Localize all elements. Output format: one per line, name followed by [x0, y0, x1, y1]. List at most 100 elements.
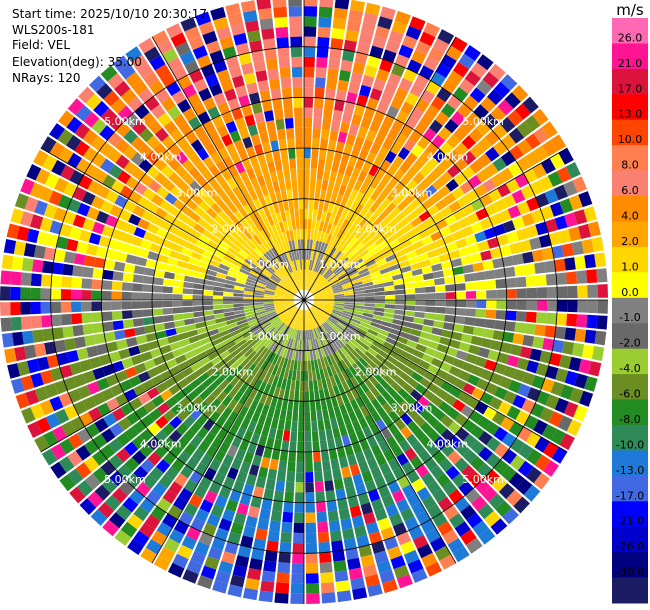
range-gate-cell: [291, 329, 297, 340]
range-gate-cell: [432, 178, 445, 191]
range-gate-cell: [365, 151, 377, 165]
range-gate-cell: [319, 138, 329, 150]
range-gate-cell: [301, 279, 304, 290]
range-gate-cell: [398, 217, 410, 228]
range-gate-cell: [333, 374, 342, 385]
range-gate-cell: [123, 161, 138, 175]
range-gate-cell: [111, 310, 123, 321]
range-gate-cell: [282, 277, 291, 286]
range-gate-cell: [502, 220, 516, 233]
range-gate-cell: [554, 215, 568, 230]
range-gate-cell: [545, 273, 557, 286]
range-gate-cell: [220, 78, 234, 92]
range-gate-cell: [395, 376, 407, 388]
range-gate-cell: [324, 159, 333, 171]
range-gate-cell: [219, 441, 231, 454]
range-gate-cell: [350, 200, 359, 212]
range-gate-cell: [282, 430, 291, 442]
range-gate-cell: [243, 203, 253, 215]
range-gate-cell: [322, 243, 329, 254]
range-gate-cell: [135, 256, 148, 267]
range-gate-cell: [282, 347, 289, 358]
range-gate-cell: [170, 32, 187, 48]
range-gate-cell: [426, 415, 440, 428]
range-gate-cell: [268, 237, 276, 248]
range-gate-cell: [403, 276, 414, 284]
range-gate-cell: [241, 345, 252, 355]
range-gate-cell: [191, 395, 204, 408]
range-gate-cell: [188, 35, 205, 51]
range-gate-cell: [289, 26, 303, 37]
range-gate-cell: [184, 402, 197, 415]
range-gate-cell: [335, 141, 345, 153]
range-gate-cell: [445, 307, 456, 315]
range-gate-cell: [465, 308, 476, 317]
range-gate-cell: [309, 188, 315, 200]
range-gate-cell: [324, 345, 332, 356]
range-gate-cell: [291, 66, 303, 78]
range-gate-cell: [495, 310, 507, 320]
range-gate-cell: [188, 335, 200, 344]
range-gate-cell: [121, 357, 134, 369]
range-gate-cell: [461, 225, 474, 238]
range-gate-cell: [284, 295, 295, 299]
range-gate-cell: [126, 411, 140, 426]
range-gate-cell: [67, 98, 85, 116]
range-gate-cell: [359, 182, 369, 195]
range-gate-cell: [190, 139, 204, 153]
range-gate-cell: [266, 311, 277, 317]
range-gate-cell: [380, 244, 392, 254]
range-gate-cell: [135, 334, 148, 345]
range-gate-cell: [228, 267, 239, 275]
range-gate-cell: [299, 269, 302, 280]
range-gate-cell: [268, 314, 278, 321]
range-gate-cell: [280, 312, 289, 321]
range-gate-cell: [379, 363, 391, 374]
range-gate-cell: [574, 373, 588, 389]
range-gate-cell: [464, 273, 476, 282]
range-gate-cell: [347, 269, 358, 277]
range-gate-cell: [549, 352, 562, 367]
range-gate-cell: [458, 78, 475, 94]
range-gate-cell: [369, 344, 381, 354]
range-gate-cell: [281, 336, 288, 347]
range-gate-cell: [141, 301, 153, 309]
range-gate-cell: [101, 311, 113, 322]
range-gate-cell: [226, 177, 238, 190]
range-gate-cell: [233, 174, 244, 186]
range-gate-cell: [290, 168, 297, 180]
range-gate-cell: [296, 249, 300, 260]
range-gate-cell: [221, 168, 233, 181]
range-gate-cell: [320, 336, 327, 347]
range-gate-cell: [160, 370, 173, 382]
range-gate-cell: [240, 0, 256, 13]
range-gate-cell: [296, 280, 301, 291]
azimuth-spokes: [0, 0, 608, 604]
range-gate-cell: [529, 237, 542, 250]
range-gate-cell: [292, 77, 303, 88]
range-gate-cell: [213, 281, 225, 288]
range-gate-cell: [332, 203, 340, 215]
range-gate-cell: [100, 444, 115, 460]
range-gate-cell: [419, 435, 433, 449]
range-gate-cell: [239, 170, 250, 183]
range-gate-cell: [390, 268, 402, 276]
range-gate-cell: [453, 208, 466, 221]
range-gate-cell: [320, 582, 335, 594]
range-gate-cell: [470, 221, 484, 234]
range-gate-cell: [301, 350, 304, 361]
range-gate-cell: [494, 268, 506, 279]
range-gate-cell: [175, 266, 187, 275]
range-gate-cell: [99, 125, 115, 141]
range-gate-cell: [178, 122, 193, 136]
range-gate-cell: [283, 107, 294, 119]
range-gate-cell: [182, 428, 196, 442]
range-gate-cell: [137, 218, 150, 230]
range-gate-cell: [227, 246, 239, 256]
range-gate-cell: [141, 210, 155, 222]
range-ring-label: 5.00km: [104, 115, 146, 128]
range-gate-cell: [93, 100, 110, 117]
range-gate-cell: [215, 272, 227, 279]
range-gate-cell: [507, 110, 524, 127]
range-gate-cell: [192, 306, 204, 312]
